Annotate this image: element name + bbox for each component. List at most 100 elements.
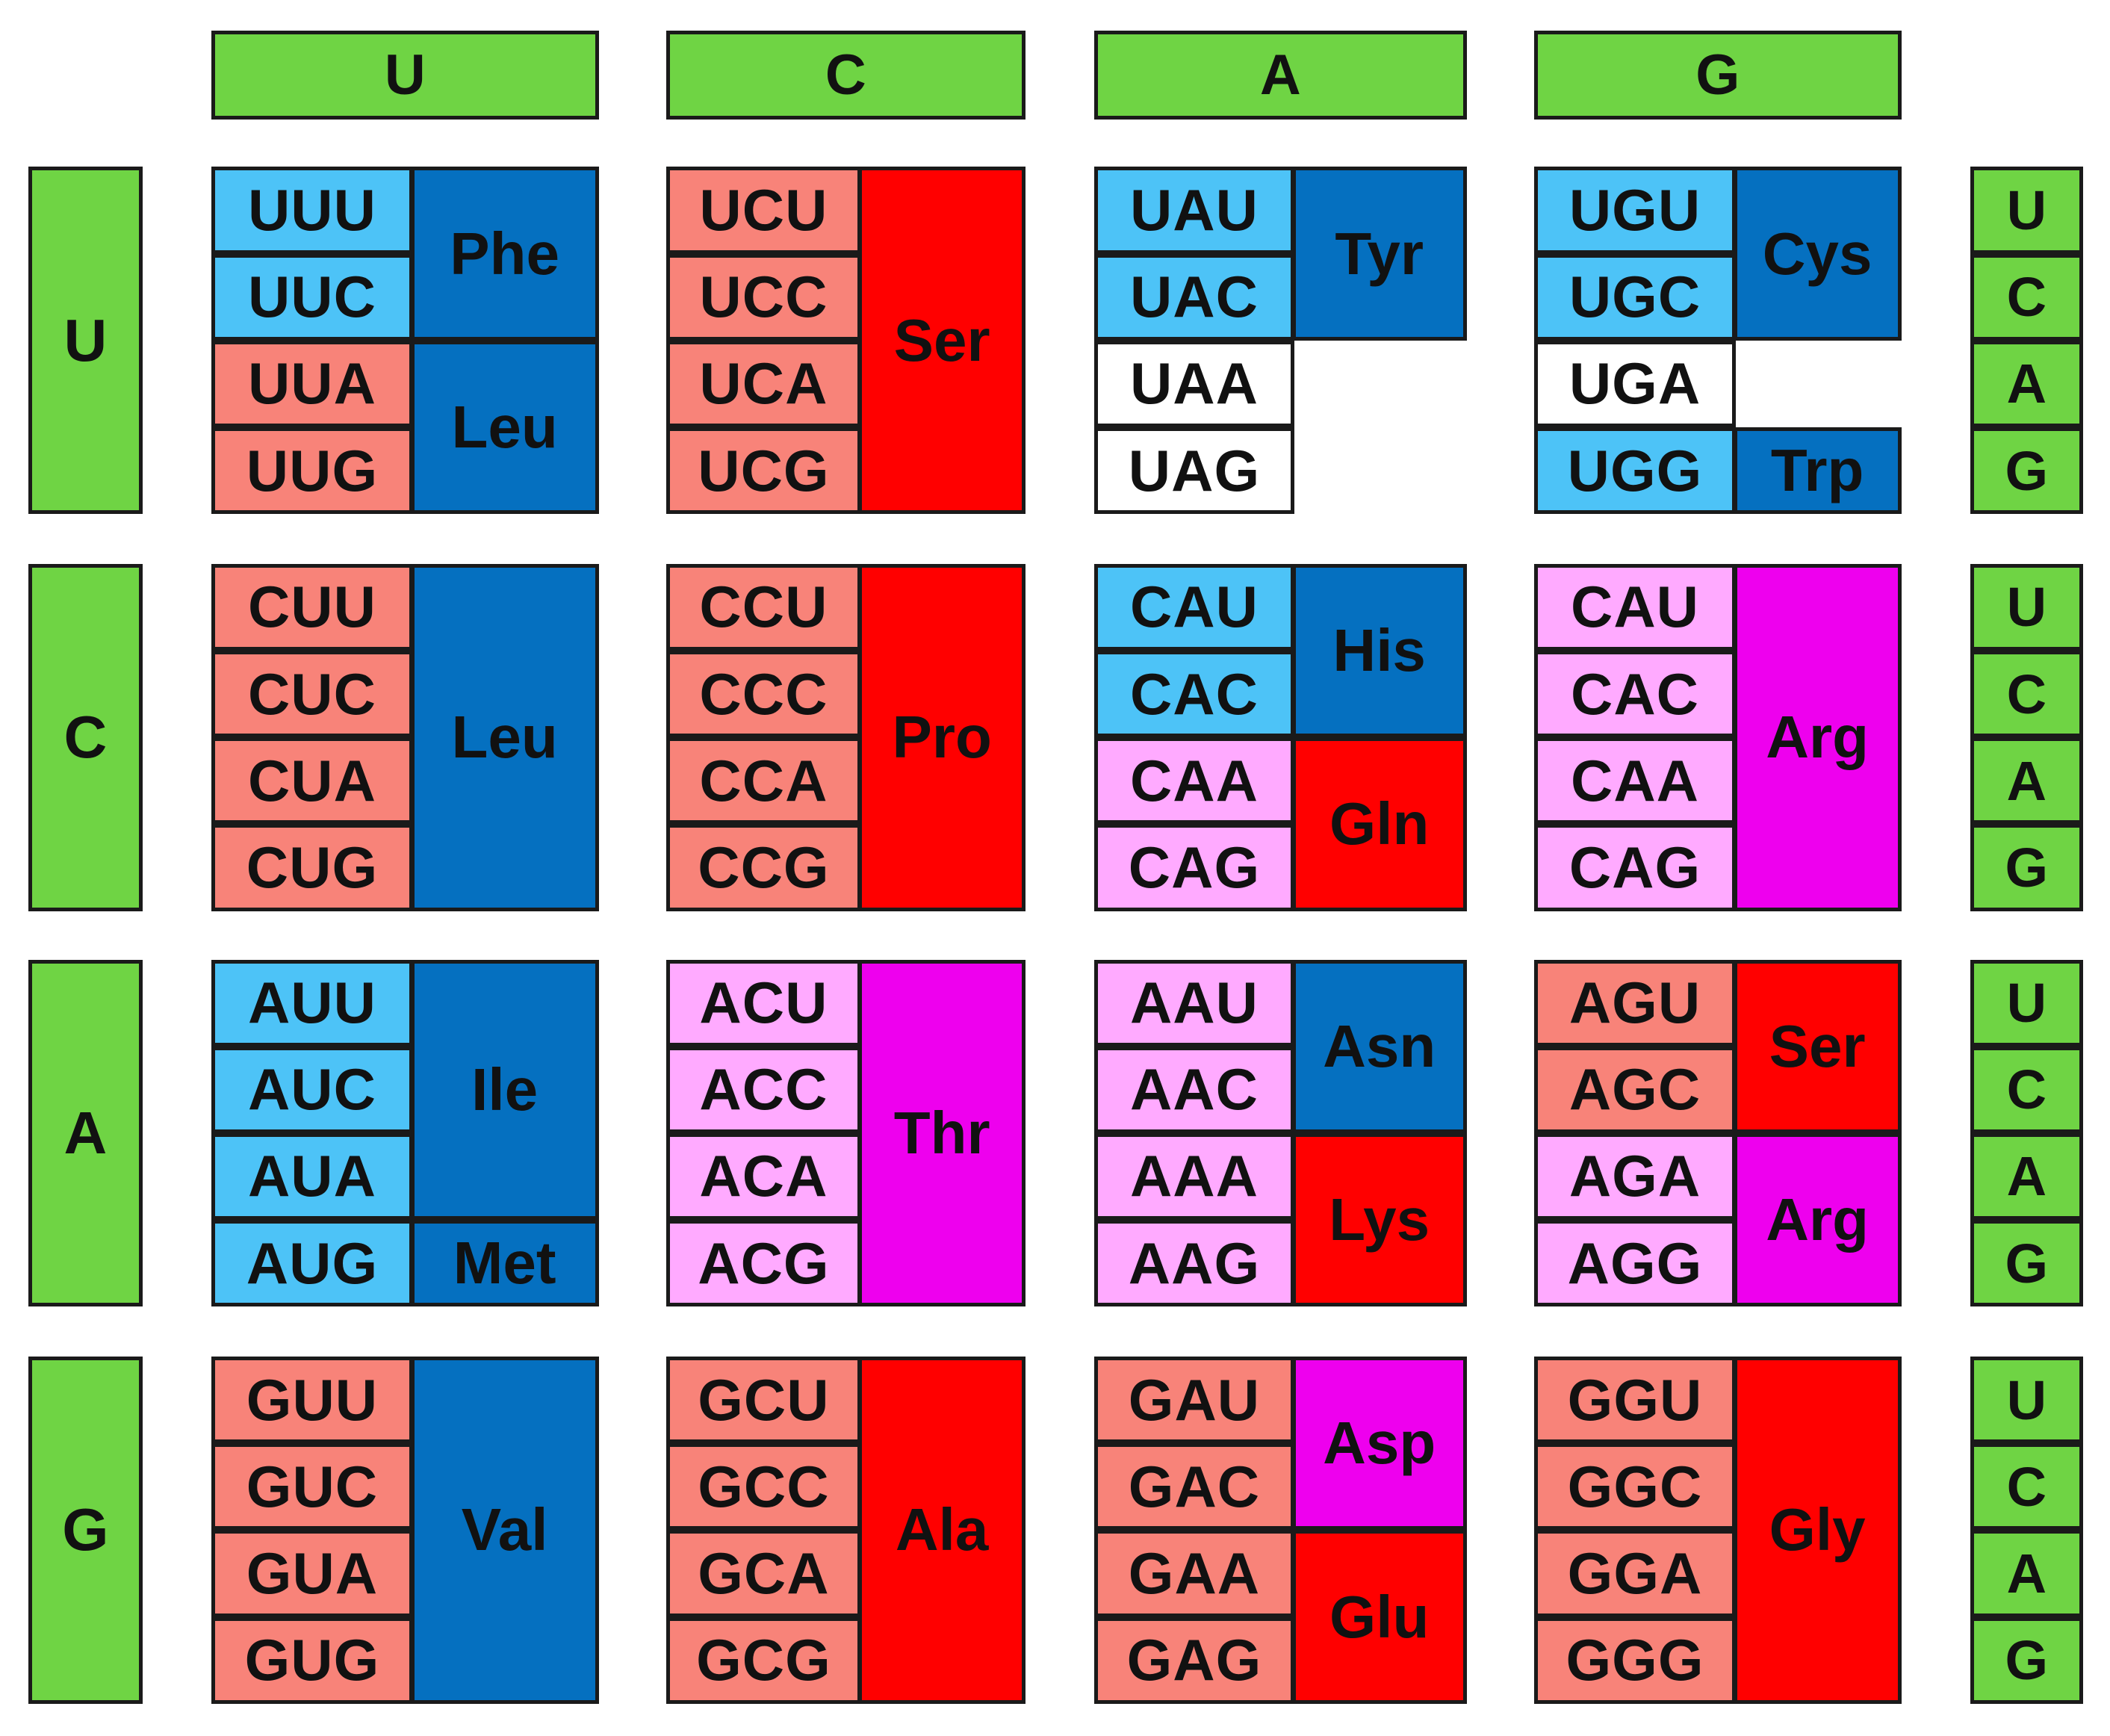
codon-cell: AAG xyxy=(1093,1220,1295,1307)
codon-cell: ACU xyxy=(665,959,862,1047)
codon-cell: AGA xyxy=(1533,1132,1737,1221)
codon-cell: CUC xyxy=(211,651,414,738)
amino-acid-asp: Asp xyxy=(1291,1356,1467,1531)
third-base-label-A: A xyxy=(1970,340,2083,427)
codon-cell: CAU xyxy=(1533,563,1737,651)
codon-cell: UGA xyxy=(1533,340,1737,427)
third-base-label-A: A xyxy=(1970,1132,2083,1221)
codon-cell: UGU xyxy=(1533,167,1737,254)
third-base-label-G: G xyxy=(1970,427,2083,515)
first-base-label-G: G xyxy=(28,1356,143,1704)
third-base-label-G: G xyxy=(1970,1220,2083,1307)
codon-cell: GUG xyxy=(211,1616,414,1704)
codon-cell: UAU xyxy=(1093,167,1295,254)
first-base-label-C: C xyxy=(28,563,143,911)
codon-cell: UAA xyxy=(1093,340,1295,427)
codon-cell: CAG xyxy=(1533,824,1737,911)
codon-cell: ACA xyxy=(665,1132,862,1221)
codon-cell: AUG xyxy=(211,1220,414,1307)
third-base-label-A: A xyxy=(1970,737,2083,825)
third-base-label-G: G xyxy=(1970,1616,2083,1704)
amino-acid-leu: Leu xyxy=(410,340,599,515)
codon-cell: GCG xyxy=(665,1616,862,1704)
codon-cell: CAC xyxy=(1093,651,1295,738)
codon-cell: GGG xyxy=(1533,1616,1737,1704)
amino-acid-gln: Gln xyxy=(1291,737,1467,911)
third-base-label-G: G xyxy=(1970,824,2083,911)
amino-acid-pro: Pro xyxy=(858,563,1025,911)
amino-acid-his: His xyxy=(1291,563,1467,738)
second-base-header-U: U xyxy=(211,31,599,120)
codon-cell: GAC xyxy=(1093,1443,1295,1531)
codon-cell: CAA xyxy=(1093,737,1295,825)
codon-cell: UCU xyxy=(665,167,862,254)
codon-cell: ACG xyxy=(665,1220,862,1307)
second-base-header-G: G xyxy=(1533,31,1902,120)
codon-cell: GUU xyxy=(211,1356,414,1444)
codon-cell: UGG xyxy=(1533,427,1737,515)
codon-cell: UUU xyxy=(211,167,414,254)
codon-cell: CUU xyxy=(211,563,414,651)
codon-cell: CCU xyxy=(665,563,862,651)
third-base-label-C: C xyxy=(1970,1443,2083,1531)
amino-acid-glu: Glu xyxy=(1291,1530,1467,1704)
codon-cell: GGU xyxy=(1533,1356,1737,1444)
amino-acid-gly: Gly xyxy=(1733,1356,1902,1704)
codon-cell: AUC xyxy=(211,1046,414,1133)
codon-cell: CCG xyxy=(665,824,862,911)
amino-acid-arg: Arg xyxy=(1733,563,1902,911)
codon-cell: AAC xyxy=(1093,1046,1295,1133)
codon-cell: GAG xyxy=(1093,1616,1295,1704)
codon-cell: GGA xyxy=(1533,1530,1737,1617)
codon-cell: UGC xyxy=(1533,253,1737,341)
amino-acid-asn: Asn xyxy=(1291,959,1467,1133)
amino-acid-met: Met xyxy=(410,1220,599,1307)
codon-cell: CUG xyxy=(211,824,414,911)
codon-cell: GCC xyxy=(665,1443,862,1531)
third-base-label-U: U xyxy=(1970,959,2083,1047)
codon-cell: CAA xyxy=(1533,737,1737,825)
amino-acid-ile: Ile xyxy=(410,959,599,1221)
third-base-label-U: U xyxy=(1970,563,2083,651)
amino-acid-ala: Ala xyxy=(858,1356,1025,1704)
codon-cell: UUG xyxy=(211,427,414,515)
codon-cell: AAA xyxy=(1093,1132,1295,1221)
amino-acid-thr: Thr xyxy=(858,959,1025,1307)
first-base-label-U: U xyxy=(28,167,143,515)
amino-acid-ser: Ser xyxy=(1733,959,1902,1133)
codon-cell: ACC xyxy=(665,1046,862,1133)
third-base-label-C: C xyxy=(1970,253,2083,341)
codon-cell: AUA xyxy=(211,1132,414,1221)
amino-acid-cys: Cys xyxy=(1733,167,1902,341)
first-base-label-A: A xyxy=(28,959,143,1307)
codon-cell: GGC xyxy=(1533,1443,1737,1531)
amino-acid-trp: Trp xyxy=(1733,427,1902,515)
codon-cell: GUC xyxy=(211,1443,414,1531)
codon-cell: AAU xyxy=(1093,959,1295,1047)
third-base-label-U: U xyxy=(1970,167,2083,254)
amino-acid-lys: Lys xyxy=(1291,1132,1467,1307)
amino-acid-phe: Phe xyxy=(410,167,599,341)
amino-acid-tyr: Tyr xyxy=(1291,167,1467,341)
third-base-label-U: U xyxy=(1970,1356,2083,1444)
codon-cell: GAU xyxy=(1093,1356,1295,1444)
codon-cell: UAG xyxy=(1093,427,1295,515)
codon-cell: GAA xyxy=(1093,1530,1295,1617)
codon-cell: CAG xyxy=(1093,824,1295,911)
third-base-label-A: A xyxy=(1970,1530,2083,1617)
codon-cell: UUA xyxy=(211,340,414,427)
third-base-label-C: C xyxy=(1970,1046,2083,1133)
codon-cell: UCA xyxy=(665,340,862,427)
codon-cell: GCU xyxy=(665,1356,862,1444)
codon-cell: AGG xyxy=(1533,1220,1737,1307)
second-base-header-C: C xyxy=(665,31,1025,120)
third-base-label-C: C xyxy=(1970,651,2083,738)
second-base-header-A: A xyxy=(1093,31,1467,120)
codon-cell: AUU xyxy=(211,959,414,1047)
codon-cell: UCG xyxy=(665,427,862,515)
amino-acid-arg: Arg xyxy=(1733,1132,1902,1307)
codon-cell: CCA xyxy=(665,737,862,825)
codon-cell: UUC xyxy=(211,253,414,341)
codon-cell: CAU xyxy=(1093,563,1295,651)
